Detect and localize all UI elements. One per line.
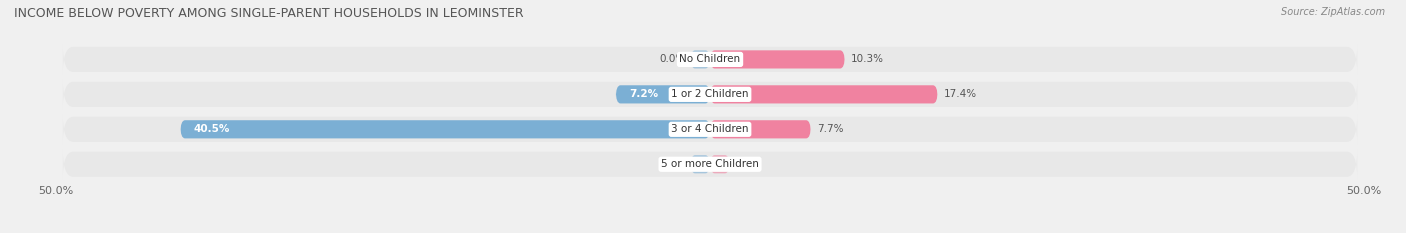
Text: 10.3%: 10.3%	[851, 55, 884, 64]
FancyBboxPatch shape	[63, 114, 1357, 145]
Text: INCOME BELOW POVERTY AMONG SINGLE-PARENT HOUSEHOLDS IN LEOMINSTER: INCOME BELOW POVERTY AMONG SINGLE-PARENT…	[14, 7, 523, 20]
Text: 0.0%: 0.0%	[659, 159, 685, 169]
FancyBboxPatch shape	[690, 155, 710, 173]
FancyBboxPatch shape	[180, 120, 710, 138]
Text: 1 or 2 Children: 1 or 2 Children	[671, 89, 749, 99]
Text: 40.5%: 40.5%	[194, 124, 231, 134]
FancyBboxPatch shape	[616, 85, 710, 103]
FancyBboxPatch shape	[710, 85, 938, 103]
FancyBboxPatch shape	[63, 44, 1357, 75]
FancyBboxPatch shape	[690, 50, 710, 69]
Text: 7.2%: 7.2%	[628, 89, 658, 99]
Text: 0.0%: 0.0%	[659, 55, 685, 64]
FancyBboxPatch shape	[63, 79, 1357, 110]
Text: Source: ZipAtlas.com: Source: ZipAtlas.com	[1281, 7, 1385, 17]
FancyBboxPatch shape	[710, 155, 730, 173]
Text: 5 or more Children: 5 or more Children	[661, 159, 759, 169]
Text: 0.0%: 0.0%	[735, 159, 761, 169]
Text: 3 or 4 Children: 3 or 4 Children	[671, 124, 749, 134]
FancyBboxPatch shape	[710, 120, 811, 138]
FancyBboxPatch shape	[710, 50, 845, 69]
Text: No Children: No Children	[679, 55, 741, 64]
FancyBboxPatch shape	[63, 149, 1357, 180]
Text: 7.7%: 7.7%	[817, 124, 844, 134]
Text: 17.4%: 17.4%	[943, 89, 977, 99]
